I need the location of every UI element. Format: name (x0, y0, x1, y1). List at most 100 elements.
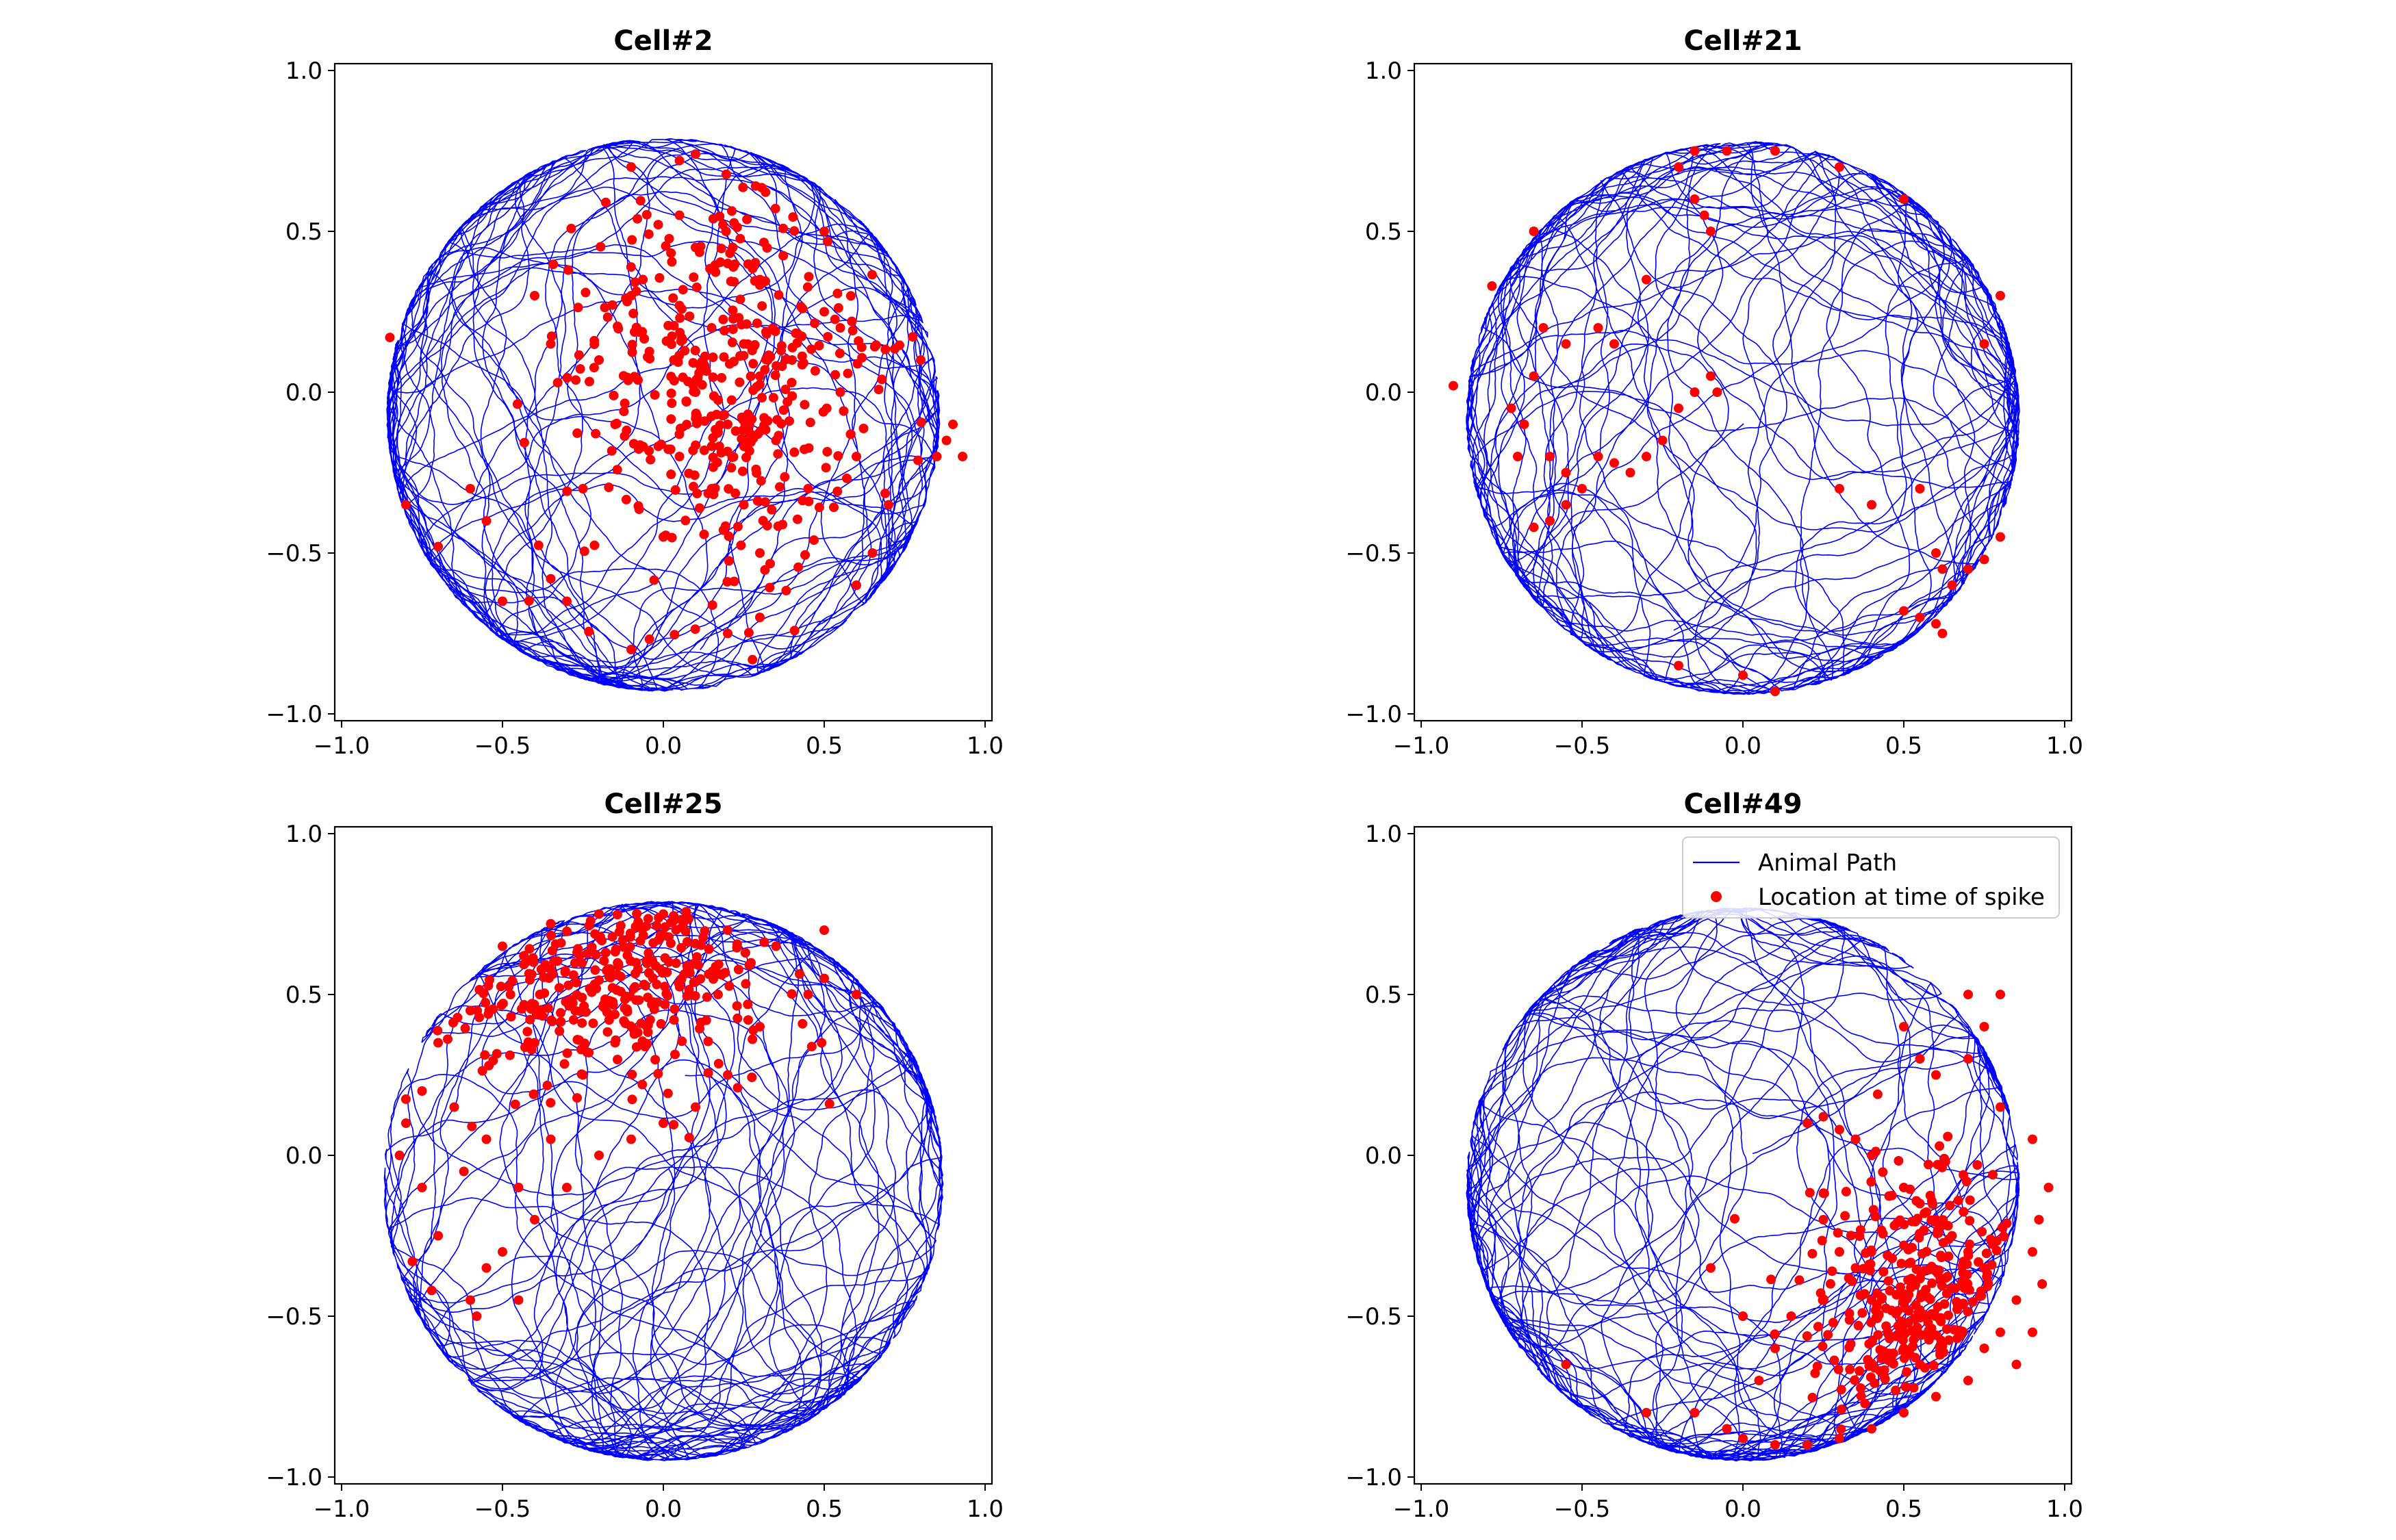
spike-point (467, 1121, 477, 1131)
legend: Animal Path Location at time of spike (1682, 836, 2060, 919)
spike-point (1898, 1345, 1908, 1355)
spike-point (810, 318, 820, 329)
spike-point (1891, 1309, 1901, 1319)
x-tick-label: −1.0 (1393, 1496, 1450, 1523)
spike-point (847, 326, 858, 336)
spike-point (1841, 1187, 1851, 1196)
spike-point (756, 476, 766, 486)
spike-point (676, 304, 687, 314)
spike-point (1872, 1089, 1883, 1099)
spike-point (699, 529, 709, 539)
spike-point (761, 326, 771, 337)
spike-point (696, 241, 706, 251)
spike-point (719, 326, 730, 336)
spike-point (1833, 1364, 1844, 1374)
y-tick-label: 0.5 (1365, 981, 1402, 1009)
spike-point (1899, 1408, 1909, 1417)
spike-point (668, 293, 678, 303)
spike-point (1931, 1070, 1941, 1080)
spike-point (600, 303, 610, 313)
spike-point (1925, 1294, 1935, 1305)
spike-point (1872, 1288, 1882, 1298)
spike-point (767, 504, 777, 515)
axis-ticks: −1.0 −0.5 0.0 0.5 1.0 −1.0 −0.5 0.0 0.5 1.0 (1345, 821, 2083, 1523)
spike-point (1965, 1240, 1975, 1249)
spike-point (594, 1151, 604, 1160)
spike-point (817, 1038, 827, 1048)
spike-point (688, 446, 698, 456)
spike-point (913, 455, 923, 465)
spike-point (656, 1018, 666, 1029)
spike-point (483, 981, 494, 990)
spike-point (519, 1000, 529, 1010)
spike-point (768, 393, 778, 403)
spike-point (1754, 1376, 1764, 1385)
spike-point (661, 988, 672, 999)
spike-point (777, 361, 787, 372)
spike-point (1937, 1221, 1946, 1231)
spike-point (668, 916, 678, 926)
spike-point (1974, 1291, 1985, 1301)
spike-point (664, 932, 674, 942)
spike-point (634, 444, 643, 454)
spike-point (1928, 1199, 1938, 1209)
spike-point (735, 377, 745, 387)
spike-point (550, 939, 561, 949)
spike-point (830, 314, 840, 324)
spike-point (681, 397, 691, 407)
spike-point (703, 1068, 713, 1078)
spike-point (562, 1183, 572, 1192)
spike-point (622, 425, 632, 435)
spike-point (1850, 1375, 1860, 1385)
spike-point (670, 1004, 680, 1014)
spike-point (613, 1055, 622, 1064)
spike-point (627, 339, 637, 350)
spike-point (650, 390, 660, 400)
spike-point (691, 282, 702, 292)
spike-point (719, 409, 730, 420)
spike-point (589, 363, 599, 373)
spike-point (630, 981, 640, 992)
y-tick-label: −0.5 (266, 540, 322, 567)
spike-point (723, 925, 732, 935)
spike-point (759, 937, 769, 947)
spike-point (633, 214, 643, 224)
spike-point (1867, 500, 1876, 510)
spike-point (674, 452, 685, 461)
spike-point (1963, 990, 1973, 999)
spike-point (1996, 291, 2005, 300)
spike-point (1805, 1188, 1815, 1198)
axis-ticks: −1.0 −0.5 0.0 0.5 1.0 −1.0 −0.5 0.0 0.5 1.0 (1345, 57, 2083, 760)
y-tick-label: −1.0 (266, 1464, 322, 1491)
spike-point (842, 473, 852, 483)
spike-point (641, 956, 652, 966)
animal-path-line (1466, 907, 2020, 1462)
spike-point (1561, 339, 1571, 349)
spike-point (1933, 1228, 1943, 1238)
spike-point (1991, 1236, 2002, 1246)
spike-point (640, 981, 650, 991)
spike-point (802, 282, 813, 292)
spike-point (1996, 1102, 2005, 1112)
spike-point (1730, 1214, 1739, 1224)
spike-point (433, 1025, 443, 1036)
spike-point (546, 930, 556, 940)
spike-point (1941, 1288, 1952, 1298)
spike-point (498, 596, 507, 606)
spike-point (690, 938, 700, 949)
spike-point (549, 956, 559, 966)
spike-point (524, 968, 534, 979)
plot-area (385, 138, 968, 692)
spike-point (743, 1015, 753, 1025)
spike-point (675, 328, 685, 337)
spike-point (546, 339, 556, 349)
spike-point (633, 375, 643, 385)
spike-point (684, 468, 694, 478)
spike-point (1876, 1353, 1887, 1363)
spike-point (559, 1059, 570, 1069)
spike-point (631, 1042, 641, 1052)
spike-point (590, 929, 600, 939)
spike-point (728, 242, 738, 253)
spike-point (720, 968, 730, 978)
spike-point (1872, 1313, 1883, 1324)
